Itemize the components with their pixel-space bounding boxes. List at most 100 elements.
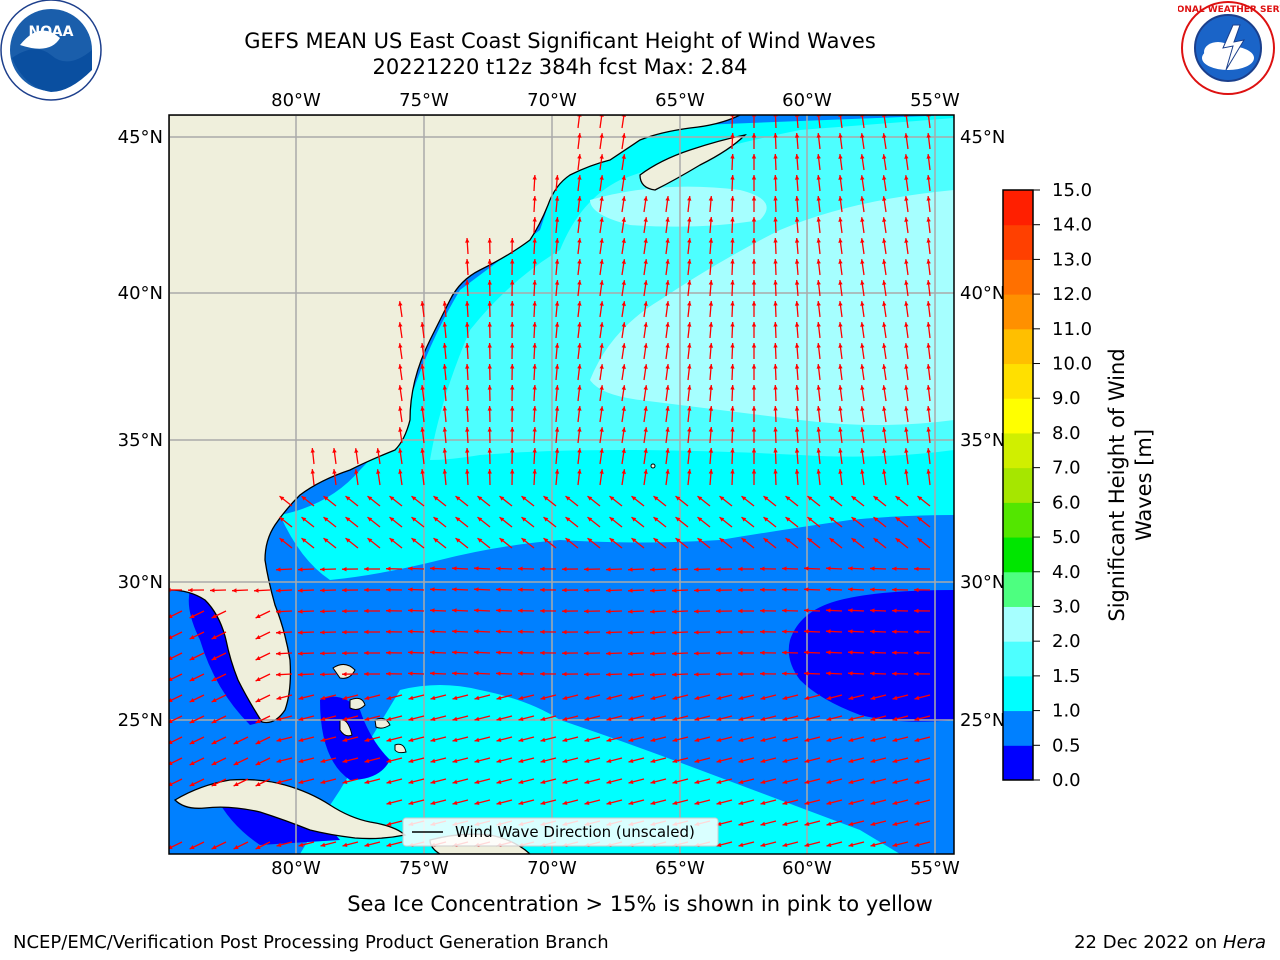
wind-wave-arrowhead: [455, 496, 461, 501]
wind-wave-arrowhead: [584, 779, 590, 784]
wind-wave-arrowhead: [741, 517, 747, 522]
wind-wave-arrowhead: [782, 650, 787, 655]
wind-wave-arrowhead: [826, 716, 832, 721]
wind-wave-arrowhead: [452, 758, 458, 763]
wind-wave-arrowhead: [760, 587, 765, 592]
wind-wave-arrowhead: [628, 651, 633, 656]
wind-wave-arrowhead: [882, 343, 887, 348]
wind-wave-arrowhead: [870, 779, 876, 784]
wind-wave-arrowhead: [672, 758, 678, 763]
wind-wave-arrowhead: [870, 671, 875, 676]
wind-wave-arrowhead: [364, 758, 370, 763]
wind-wave-arrowhead: [532, 469, 537, 474]
wind-wave-arrowhead: [599, 154, 604, 159]
wind-wave-arrowhead: [487, 448, 492, 453]
wind-wave-arrowhead: [860, 364, 865, 369]
wind-wave-arrowhead: [255, 740, 261, 744]
wind-wave-arrowhead: [687, 343, 692, 348]
wind-wave-arrowhead: [554, 448, 560, 453]
wind-wave-arrowhead: [730, 133, 735, 138]
wind-wave-arrowhead: [540, 737, 546, 742]
wind-wave-arrowhead: [189, 614, 195, 618]
wind-wave-arrowhead: [255, 635, 261, 639]
wind-wave-arrowhead: [233, 845, 239, 849]
wind-wave-arrowhead: [650, 695, 656, 700]
wind-wave-arrowhead: [342, 651, 347, 656]
wind-wave-arrowhead: [386, 608, 391, 613]
wind-wave-arrow: [927, 115, 931, 129]
colorbar-tick-label: 13.0: [1052, 249, 1092, 270]
wind-wave-arrowhead: [870, 842, 876, 847]
wind-wave-arrowhead: [650, 651, 655, 656]
wind-wave-arrowhead: [904, 259, 909, 264]
wind-wave-arrowhead: [675, 496, 681, 501]
wind-wave-arrowhead: [540, 758, 546, 763]
wind-wave-arrowhead: [577, 427, 582, 432]
wind-wave-arrowhead: [882, 469, 887, 474]
wind-wave-arrowhead: [760, 566, 765, 571]
wind-wave-arrowhead: [376, 469, 381, 474]
wind-wave-arrowhead: [386, 716, 392, 721]
wind-wave-arrowhead: [848, 800, 854, 805]
wind-wave-arrowhead: [587, 496, 593, 501]
wind-wave-arrowhead: [926, 343, 931, 348]
wind-wave-arrowhead: [804, 821, 810, 826]
wind-wave-arrowhead: [738, 779, 744, 784]
wind-wave-arrowhead: [211, 761, 217, 765]
wind-wave-arrowhead: [892, 629, 897, 634]
wind-wave-arrowhead: [562, 587, 567, 593]
wind-wave-arrowhead: [904, 196, 909, 201]
wind-wave-arrowhead: [342, 779, 348, 784]
axis-labels: 80°W 75°W 70°W 65°W 60°W 55°W 80°W 75°W …: [118, 90, 1006, 879]
wind-wave-arrowhead: [430, 716, 436, 721]
wind-wave-arrowhead: [926, 280, 931, 285]
wind-wave-arrowhead: [628, 567, 633, 572]
wind-wave-arrowhead: [694, 716, 700, 721]
wind-wave-arrowhead: [643, 280, 648, 285]
wind-wave-arrowhead: [708, 343, 714, 348]
wind-wave-arrowhead: [442, 469, 447, 474]
wind-wave-arrowhead: [751, 385, 757, 390]
colorbar-tick-label: 15.0: [1052, 180, 1092, 201]
wind-wave-arrowhead: [882, 259, 887, 264]
wind-wave-arrowhead: [518, 737, 524, 742]
wind-wave-arrowhead: [672, 567, 677, 572]
wind-wave-arrowhead: [364, 779, 370, 784]
wind-wave-arrowhead: [914, 800, 920, 805]
wind-wave-arrowhead: [487, 322, 492, 327]
wind-wave-arrowhead: [255, 656, 261, 660]
wind-wave-arrowhead: [452, 671, 457, 676]
wind-wave-arrowhead: [565, 538, 571, 543]
wind-wave-arrowhead: [708, 322, 714, 327]
wind-wave-arrowhead: [838, 217, 843, 222]
wind-wave-arrowhead: [694, 695, 700, 700]
wind-wave-arrowhead: [687, 406, 692, 411]
wind-wave-arrowhead: [518, 695, 524, 700]
wind-wave-arrowhead: [730, 448, 735, 453]
lon-label-bottom: 60°W: [782, 858, 832, 879]
wind-wave-arrowhead: [532, 175, 537, 180]
wind-wave-arrowhead: [694, 800, 700, 805]
wind-wave-arrowhead: [621, 322, 626, 327]
wind-wave-arrowhead: [904, 238, 909, 243]
wind-wave-arrowhead: [882, 385, 887, 390]
wind-wave-arrowhead: [398, 343, 403, 348]
wind-wave-arrowhead: [708, 259, 714, 264]
wind-wave-arrowhead: [584, 695, 590, 700]
wind-wave-arrowhead: [782, 587, 787, 592]
wind-wave-arrowhead: [804, 629, 809, 634]
wind-wave-arrowhead: [474, 716, 480, 721]
wind-wave-arrowhead: [367, 496, 373, 501]
colorbar-segment: [1003, 363, 1033, 399]
wind-wave-arrowhead: [826, 587, 831, 592]
wind-wave-arrowhead: [621, 427, 626, 432]
wind-wave-arrowhead: [599, 301, 604, 306]
wind-wave-arrowhead: [211, 698, 217, 702]
wind-wave-arrowhead: [455, 538, 461, 543]
wind-wave-arrowhead: [773, 448, 778, 453]
wind-wave-arrowhead: [773, 385, 778, 390]
wind-wave-arrowhead: [628, 758, 634, 763]
wind-wave-arrowhead: [532, 280, 537, 285]
wind-wave-arrowhead: [738, 566, 743, 572]
wind-wave-arrowhead: [332, 448, 337, 453]
